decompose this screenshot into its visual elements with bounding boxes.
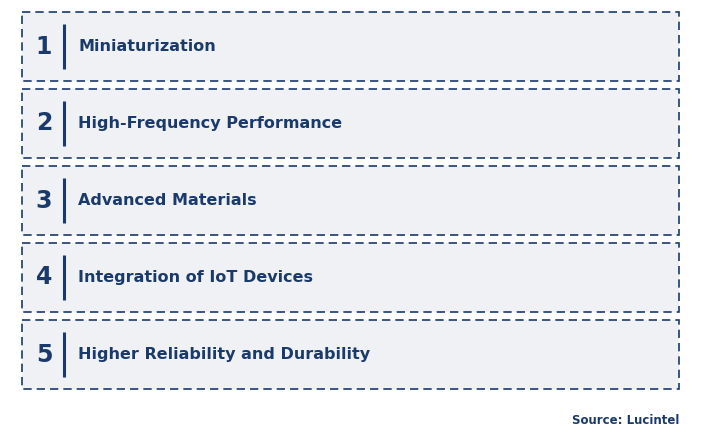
Text: Integration of IoT Devices: Integration of IoT Devices: [78, 270, 313, 285]
FancyBboxPatch shape: [22, 12, 679, 81]
Text: 5: 5: [36, 343, 53, 367]
FancyBboxPatch shape: [22, 243, 679, 312]
Text: 4: 4: [36, 266, 52, 289]
Text: 2: 2: [36, 111, 52, 135]
FancyBboxPatch shape: [22, 166, 679, 235]
Text: Miniaturization: Miniaturization: [78, 39, 216, 54]
Text: High-Frequency Performance: High-Frequency Performance: [78, 116, 342, 131]
Text: Higher Reliability and Durability: Higher Reliability and Durability: [78, 347, 370, 362]
Text: Source: Lucintel: Source: Lucintel: [571, 414, 679, 427]
Text: 1: 1: [36, 35, 52, 59]
Text: 3: 3: [36, 188, 53, 212]
Text: Advanced Materials: Advanced Materials: [78, 193, 257, 208]
FancyBboxPatch shape: [22, 320, 679, 389]
FancyBboxPatch shape: [22, 89, 679, 158]
